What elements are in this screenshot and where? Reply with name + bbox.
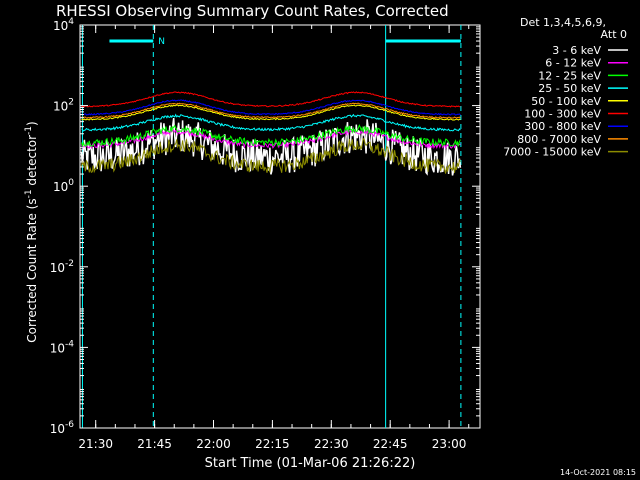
series-12-25kev-line	[81, 124, 461, 148]
generation-timestamp: 14-Oct-2021 08:15	[560, 468, 636, 477]
x-tick-label: 22:30	[314, 437, 349, 451]
x-tick-label: 21:30	[78, 437, 113, 451]
chart-title: RHESSI Observing Summary Count Rates, Co…	[56, 2, 449, 20]
y-tick-label: 10-2	[50, 259, 74, 275]
legend-entry-label: 100 - 300 keV	[524, 108, 601, 121]
attenuator-label: Att 0	[601, 28, 627, 41]
legend-entry-label: 25 - 50 keV	[538, 82, 601, 95]
x-tick-label: 22:15	[255, 437, 290, 451]
x-tick-label: 21:45	[137, 437, 172, 451]
legend-entry-label: 7000 - 15000 keV	[503, 146, 601, 159]
y-tick-label: 100	[53, 178, 74, 194]
x-tick-label: 23:00	[432, 437, 467, 451]
legend-entry-label: 3 - 6 keV	[552, 44, 601, 57]
y-axis: 10-6 10-4 10-2 100 102 104	[50, 17, 480, 436]
axis-frame	[79, 24, 481, 429]
series-25-50kev-line	[81, 113, 461, 132]
y-tick-label: 10-4	[50, 339, 75, 355]
series-800-7000kev-line	[81, 102, 461, 119]
legend-entry-label: 12 - 25 keV	[538, 69, 601, 82]
y-tick-label: 104	[53, 17, 74, 33]
legend-entry-label: 300 - 800 keV	[524, 120, 601, 133]
x-axis-label: Start Time (01-Mar-06 21:26:22)	[205, 456, 416, 471]
saa-flag-label: N	[158, 37, 165, 47]
legend-entry-label: 6 - 12 keV	[545, 57, 601, 70]
series-300-800kev-line	[81, 99, 461, 116]
series-7000-15000kev-line	[81, 138, 461, 174]
x-tick-label: 22:45	[373, 437, 408, 451]
legend-entry-label: 50 - 100 keV	[531, 95, 601, 108]
x-axis: 21:30 21:45 22:00 22:15 22:30 22:45 23:00	[78, 25, 470, 451]
y-tick-label: 10-6	[50, 420, 75, 436]
y-axis-label: Corrected Count Rate (s-1 detector-1)	[24, 121, 39, 342]
plot-area: N	[79, 24, 481, 429]
x-tick-label: 22:00	[196, 437, 231, 451]
detector-label: Det 1,3,4,5,6,9,	[520, 16, 606, 29]
series-100-300kev-line	[81, 91, 461, 108]
y-tick-label: 102	[53, 98, 74, 114]
legend-entry-label: 800 - 7000 keV	[517, 133, 601, 146]
series-50-100kev-line	[81, 104, 461, 121]
